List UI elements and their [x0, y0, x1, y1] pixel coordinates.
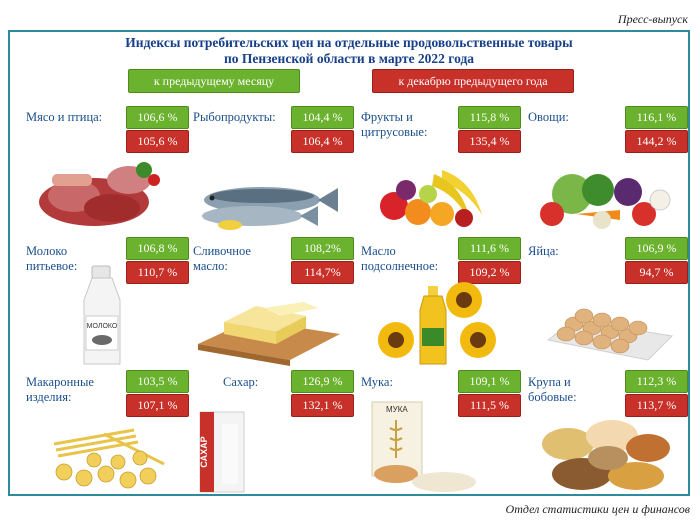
index-prev-month-cereals: 112,3 %: [625, 370, 688, 393]
category-label-fish: Рыбопродукты:: [193, 110, 276, 124]
title-line-1: Индексы потребительских цен на отдельные…: [125, 35, 573, 50]
category-label-vegetables: Овощи:: [528, 110, 569, 124]
category-label-sugar: Сахар:: [223, 375, 259, 389]
index-prev-month-vegetables: 116,1 %: [625, 106, 688, 129]
index-prev-month-fruits: 115,8 %: [458, 106, 521, 129]
eggs-picture: [546, 308, 674, 361]
index-prev-december-sugar: 132,1 %: [291, 394, 354, 417]
fish-picture: [202, 187, 338, 230]
index-prev-december-sunflower-oil: 109,2 %: [458, 261, 521, 284]
category-label-cereals: Крупа и бобовые:: [528, 375, 577, 404]
index-prev-month-milk: 106,8 %: [126, 237, 189, 260]
sugar-bag-picture: САХАР: [199, 411, 245, 493]
index-prev-month-meat: 106,6 %: [126, 106, 189, 129]
pasta-picture: [53, 428, 165, 489]
index-prev-december-pasta: 107,1 %: [126, 394, 189, 417]
category-label-fruits: Фрукты и цитрусовые:: [361, 110, 428, 139]
milk-bottle-label: МОЛОКО: [87, 323, 118, 330]
index-prev-month-flour: 109,1 %: [458, 370, 521, 393]
legend-prev-month: к предыдущему месяцу: [128, 69, 300, 93]
index-prev-december-milk: 110,7 %: [126, 261, 189, 284]
index-prev-december-cereals: 113,7 %: [625, 394, 688, 417]
fruits-picture: [380, 170, 482, 227]
infographic-frame: Индексы потребительских цен на отдельные…: [8, 30, 690, 496]
sugar-bag-label: САХАР: [199, 436, 209, 467]
flour-picture: МУКА: [371, 401, 476, 492]
index-prev-month-fish: 104,4 %: [291, 106, 354, 129]
infographic-title: Индексы потребительских цен на отдельные…: [10, 35, 688, 67]
index-prev-month-pasta: 103,5 %: [126, 370, 189, 393]
category-label-eggs: Яйца:: [528, 244, 559, 258]
index-prev-december-butter: 114,7%: [291, 261, 354, 284]
title-line-2: по Пензенской области в марте 2022 года: [223, 51, 475, 66]
flour-bag-label: МУКА: [386, 405, 408, 414]
butter-picture: [198, 302, 340, 366]
index-prev-month-sunflower-oil: 111,6 %: [458, 237, 521, 260]
index-prev-month-sugar: 126,9 %: [291, 370, 354, 393]
category-label-butter: Сливочное масло:: [193, 244, 251, 273]
index-prev-december-vegetables: 144,2 %: [625, 130, 688, 153]
index-prev-december-fruits: 135,4 %: [458, 130, 521, 153]
index-prev-december-flour: 111,5 %: [458, 394, 521, 417]
category-label-sunflower-oil: Масло подсолнечное:: [361, 244, 439, 273]
category-label-pasta: Макаронные изделия:: [26, 375, 94, 404]
vegetables-picture: [540, 174, 671, 229]
index-prev-december-eggs: 94,7 %: [625, 261, 688, 284]
category-label-milk: Молоко питьевое:: [26, 244, 78, 273]
meat-picture: [39, 162, 160, 226]
legend-prev-december: к декабрю предыдущего года: [372, 69, 574, 93]
category-label-meat: Мясо и птица:: [26, 110, 103, 124]
sunflower-oil-picture: [378, 282, 496, 365]
press-release-label: Пресс-выпуск: [617, 12, 688, 26]
milk-bottle-picture: МОЛОКО: [83, 265, 121, 365]
index-prev-month-butter: 108,2%: [291, 237, 354, 260]
index-prev-december-fish: 106,4 %: [291, 130, 354, 153]
index-prev-december-meat: 105,6 %: [126, 130, 189, 153]
department-footer: Отдел статистики цен и финансов: [505, 502, 690, 516]
category-label-flour: Мука:: [361, 375, 393, 389]
index-prev-month-eggs: 106,9 %: [625, 237, 688, 260]
cereals-picture: [542, 420, 670, 490]
